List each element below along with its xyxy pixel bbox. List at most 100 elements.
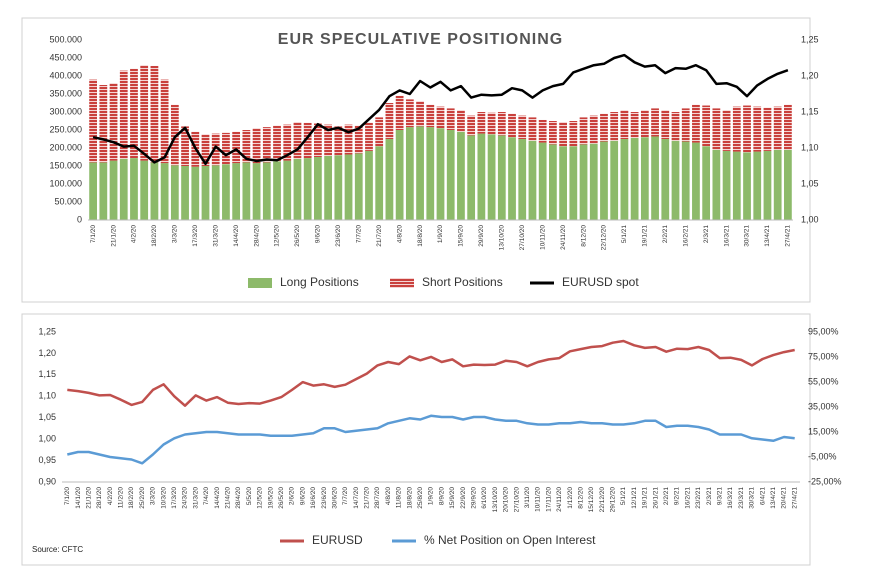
x-tick-label: 5/1/21 <box>621 225 628 243</box>
x-tick-label: 22/12/20 <box>601 225 608 251</box>
x-tick-label: 8/12/20 <box>577 487 584 509</box>
x-tick-label: 14/1/20 <box>75 487 82 509</box>
legend-swatch <box>390 278 414 288</box>
x-tick-label: 10/3/20 <box>160 487 167 509</box>
x-tick-label: 27/4/21 <box>791 487 798 509</box>
x-tick-label: 1/12/20 <box>567 487 574 509</box>
bar-segment <box>763 107 772 151</box>
x-tick-label: 2/2/21 <box>662 225 669 243</box>
bar-segment <box>712 149 721 220</box>
bar-segment <box>630 137 639 220</box>
bar-segment <box>784 104 792 150</box>
bar-segment <box>569 121 578 147</box>
bar-segment <box>344 124 353 155</box>
bar-segment <box>773 149 782 220</box>
x-tick-label: 8/12/20 <box>580 225 587 247</box>
line-series <box>67 339 795 407</box>
x-tick-label: 16/2/21 <box>682 225 689 247</box>
x-tick-label: 11/8/20 <box>396 487 403 509</box>
x-tick-label: 13/10/20 <box>492 487 499 513</box>
x-tick-label: 7/1/20 <box>64 487 71 505</box>
y2-tick-label: 1,25 <box>801 34 819 44</box>
bar-segment <box>405 127 414 220</box>
bar-segment <box>334 155 343 220</box>
x-tick-label: 21/1/20 <box>85 487 92 509</box>
bar-segment <box>436 128 445 220</box>
x-tick-label: 7/7/20 <box>355 225 362 243</box>
bar-segment <box>784 149 792 220</box>
y-tick-label: 400.000 <box>49 70 82 80</box>
x-tick-label: 20/4/21 <box>781 487 788 509</box>
x-tick-label: 7/1/20 <box>90 225 97 243</box>
bar-segment <box>651 136 659 220</box>
bar-segment <box>334 126 343 156</box>
y2-tick-label: 35,00% <box>808 401 839 411</box>
x-tick-label: 7/4/20 <box>203 487 210 505</box>
bar-segment <box>518 139 527 220</box>
bar-segment <box>395 130 404 220</box>
bar-segment <box>538 119 547 143</box>
bar-segment <box>487 134 496 220</box>
bar-segment <box>324 124 332 156</box>
x-tick-label: 30/6/20 <box>331 487 338 509</box>
x-tick-label: 29/12/20 <box>610 487 617 513</box>
bar-segment <box>89 79 97 163</box>
bar-segment <box>732 151 741 220</box>
x-tick-label: 9/2/21 <box>674 487 681 505</box>
x-tick-label: 18/2/20 <box>151 225 158 247</box>
y-tick-label: 0,90 <box>38 476 56 486</box>
bar-segment <box>579 144 588 220</box>
bar-segment <box>181 126 189 166</box>
bar-segment <box>303 122 312 159</box>
x-tick-label: 25/8/20 <box>417 487 424 509</box>
bar-segment <box>732 106 741 152</box>
bar-segment <box>518 115 527 139</box>
x-tick-label: 25/2/20 <box>139 487 146 509</box>
x-tick-label: 23/6/20 <box>335 225 342 247</box>
bar-segment <box>426 104 435 128</box>
bar-segment <box>99 85 108 163</box>
bar-segment <box>702 105 711 147</box>
bar-segment <box>559 146 567 220</box>
y-tick-label: 450.000 <box>49 52 82 62</box>
bar-segment <box>753 151 762 220</box>
bar-segment <box>283 124 292 161</box>
bar-segment <box>569 146 578 220</box>
y-tick-label: 500.000 <box>49 34 82 44</box>
x-tick-label: 5/1/21 <box>620 487 627 505</box>
bar-segment <box>283 160 292 220</box>
y-tick-label: 100.000 <box>49 178 82 188</box>
legend-label: EURUSD spot <box>562 275 639 289</box>
bar-segment <box>242 162 251 220</box>
x-tick-label: 22/12/20 <box>599 487 606 513</box>
y-tick-label: 50.000 <box>54 196 82 206</box>
y2-tick-label: 95,00% <box>808 326 839 336</box>
x-tick-label: 3/11/20 <box>524 487 531 509</box>
bar-segment <box>303 158 312 220</box>
bar-segment <box>661 110 670 139</box>
x-tick-label: 5/5/20 <box>246 487 253 505</box>
legend-label: Short Positions <box>422 275 503 289</box>
x-tick-label: 4/8/20 <box>396 225 403 243</box>
bar-segment <box>549 144 557 220</box>
legend-label: EURUSD <box>312 533 363 547</box>
x-tick-label: 28/4/20 <box>235 487 242 509</box>
x-tick-label: 21/7/20 <box>364 487 371 509</box>
bar-segment <box>467 135 476 220</box>
bar-segment <box>211 165 220 220</box>
bar-segment <box>262 162 271 220</box>
x-tick-label: 4/2/20 <box>107 487 114 505</box>
x-tick-label: 3/3/20 <box>172 225 179 243</box>
bar-segment <box>252 163 261 220</box>
x-tick-label: 18/8/20 <box>406 487 413 509</box>
bar-segment <box>671 112 680 141</box>
bar-segment <box>181 166 189 220</box>
x-tick-label: 21/7/20 <box>376 225 383 247</box>
y-tick-label: 0 <box>77 214 82 224</box>
y2-tick-label: 1,05 <box>801 178 819 188</box>
x-tick-label: 26/1/21 <box>652 487 659 509</box>
bar-segment <box>508 137 516 220</box>
bar-segment <box>416 126 424 220</box>
legend-label: % Net Position on Open Interest <box>424 533 596 547</box>
x-tick-label: 1/9/20 <box>437 225 444 243</box>
